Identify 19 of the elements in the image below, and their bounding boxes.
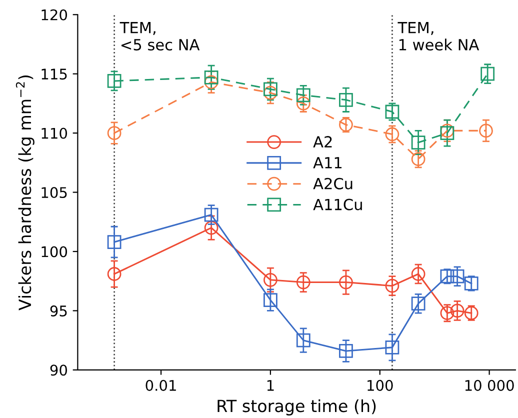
x-tick-label: 0.01 [146, 380, 176, 391]
x-tick-label: 1 [267, 380, 274, 391]
legend-label: A11 [313, 157, 342, 168]
legend-label: A2Cu [313, 178, 352, 190]
y-axis-title: Vickers hardness (kg mm$^{−2}$) [16, 76, 34, 310]
y-tick-label: 90 [50, 364, 68, 376]
ref-line-label: TEM, <5 sec NA [120, 22, 200, 51]
y-tick-label: 105 [42, 186, 67, 198]
y-tick-label: 115 [42, 68, 67, 80]
x-tick-label: 10 000 [465, 380, 514, 391]
y-tick-label: 95 [50, 305, 67, 316]
x-tick-label: 100 [368, 380, 393, 391]
y-tick-label: 110 [42, 128, 68, 139]
legend-label: A11Cu [313, 198, 362, 210]
x-axis-title: RT storage time (h) [218, 399, 376, 416]
legend-label: A2 [313, 136, 332, 148]
y-tick-label: 100 [42, 246, 68, 258]
y-tick-label: 120 [42, 9, 68, 20]
ref-line-label: TEM, 1 week NA [398, 22, 480, 51]
